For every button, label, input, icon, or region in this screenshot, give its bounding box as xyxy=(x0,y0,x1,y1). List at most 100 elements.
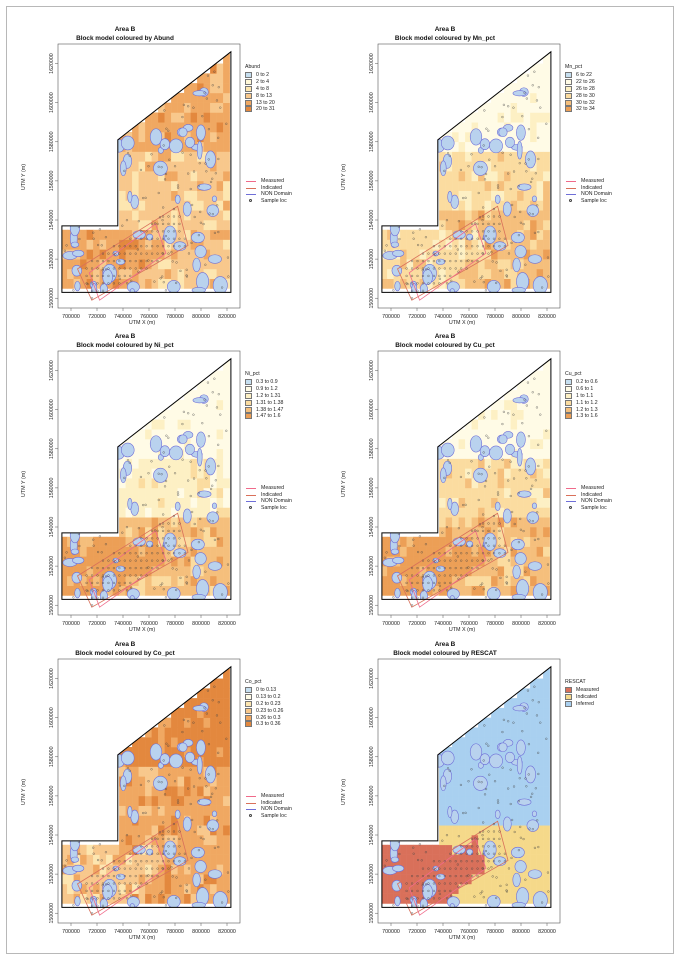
sample-point xyxy=(151,237,154,240)
block-cell xyxy=(536,805,544,816)
sample-point xyxy=(498,552,501,555)
class-legend: Co_pct 0 to 0.13 0.13 to 0.2 0.2 to 0.23 0.2… xyxy=(245,679,283,728)
block-cell xyxy=(216,737,224,748)
sample-point xyxy=(199,517,202,520)
block-cell xyxy=(203,468,211,479)
non-domain-area xyxy=(473,160,488,176)
y-tick-label: 1520000 xyxy=(369,556,375,577)
sample-point xyxy=(123,552,126,555)
non-domain-area xyxy=(419,590,428,600)
block-cell xyxy=(151,180,159,191)
block-cell xyxy=(419,566,427,577)
sample-point xyxy=(525,170,528,173)
non-domain-area xyxy=(178,742,188,753)
block-cell xyxy=(106,864,113,875)
legend-swatch xyxy=(245,72,252,79)
block-cell xyxy=(439,132,446,143)
block-cell xyxy=(197,171,204,182)
block-cell xyxy=(138,815,146,826)
block-cell xyxy=(132,122,139,133)
sample-point xyxy=(477,472,480,475)
sample-point xyxy=(471,867,474,870)
non-domain-area xyxy=(205,765,216,784)
block-cell xyxy=(99,239,107,250)
sample-point xyxy=(151,559,154,562)
block-cell xyxy=(523,756,531,767)
sample-point xyxy=(176,491,180,494)
non-domain-area xyxy=(69,527,80,544)
sample-point xyxy=(490,558,493,561)
block-cell xyxy=(184,132,191,143)
sample-point xyxy=(443,889,446,893)
sample-point xyxy=(157,780,160,783)
block-cell xyxy=(523,200,531,211)
block-cell xyxy=(223,546,230,557)
non-domain-area xyxy=(511,231,525,244)
sample-point xyxy=(156,845,159,848)
block-cell xyxy=(106,556,113,567)
sample-point xyxy=(487,852,490,855)
block-cell xyxy=(510,458,518,469)
sample-point xyxy=(492,845,496,848)
block-cell xyxy=(387,585,394,596)
block-cell xyxy=(216,268,224,279)
sample-point xyxy=(145,237,148,240)
block-cell xyxy=(171,102,178,113)
block-cell xyxy=(197,220,204,231)
sample-point xyxy=(449,581,452,585)
block-cell xyxy=(223,239,230,250)
sample-point xyxy=(96,889,99,893)
block-cell xyxy=(210,883,217,894)
sample-point xyxy=(545,122,548,125)
block-cell xyxy=(504,566,511,577)
block-cell xyxy=(465,825,472,836)
legend-label: 0 to 2 xyxy=(256,72,269,79)
non-domain-area xyxy=(197,798,212,806)
sample-point xyxy=(144,811,147,814)
x-tick-label: 740000 xyxy=(114,314,132,320)
block-cell xyxy=(523,737,531,748)
block-cell xyxy=(517,380,524,391)
sample-point xyxy=(129,267,132,270)
y-tick-label: 1520000 xyxy=(49,864,55,885)
sample-point xyxy=(123,252,126,255)
block-cell xyxy=(203,815,211,826)
block-cell xyxy=(177,439,185,450)
block-cell xyxy=(478,575,485,586)
block-cell xyxy=(543,546,550,557)
block-cell xyxy=(419,239,427,250)
block-cell xyxy=(145,795,152,806)
block-cell xyxy=(197,112,204,123)
sample-point xyxy=(151,259,154,263)
block-cell xyxy=(543,805,550,816)
sample-point xyxy=(183,852,186,855)
legend-item: Indicated xyxy=(565,694,599,701)
block-cell xyxy=(458,278,466,289)
block-cell xyxy=(465,200,472,211)
sample-point xyxy=(123,889,126,893)
legend-item: 26 to 28 xyxy=(565,85,595,93)
non-domain-area xyxy=(419,898,428,908)
block-cell xyxy=(543,747,550,758)
block-cell xyxy=(216,83,224,94)
block-cell xyxy=(223,805,230,816)
block-cell xyxy=(484,825,492,836)
sample-point xyxy=(171,875,174,878)
sample-point xyxy=(546,871,550,874)
block-cell xyxy=(426,844,433,855)
non-domain-area xyxy=(208,254,222,264)
block-cell xyxy=(177,536,185,547)
sample-point xyxy=(501,422,504,426)
sample-point xyxy=(432,259,435,263)
non-domain-area xyxy=(422,884,433,900)
sample-point xyxy=(205,785,208,788)
block-cell xyxy=(465,249,472,260)
block-cell xyxy=(119,200,126,211)
block-cell xyxy=(119,239,126,250)
sample-point xyxy=(213,377,216,380)
sample-point xyxy=(165,127,168,130)
y-tick-label: 1560000 xyxy=(49,478,55,499)
sample-point xyxy=(443,274,446,278)
sample-point xyxy=(460,874,463,878)
non-domain-area xyxy=(129,595,135,600)
